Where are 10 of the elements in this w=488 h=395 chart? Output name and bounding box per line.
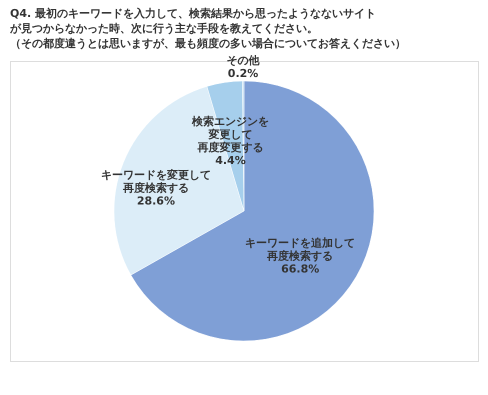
text: が見つからなかった時、次に行う主な手段を教えてください。 xyxy=(10,22,318,36)
data-label: 66.8% xyxy=(281,262,320,276)
slice-label: その他 xyxy=(226,54,261,68)
data-label: 0.2% xyxy=(228,67,258,80)
slice-label: キーワードを変更して再度検索する xyxy=(100,168,211,194)
slice-label: キーワードを追加して再度検索する xyxy=(245,236,356,263)
data-label: 4.4% xyxy=(215,154,246,168)
text: Q4. 最初のキーワードを入力して、検索結果から思ったようなないサイト xyxy=(10,7,376,20)
data-label: 28.6% xyxy=(136,194,175,208)
text: （その都度違うとは思いますが、最も頻度の多い場合についてお答えください） xyxy=(10,37,406,50)
